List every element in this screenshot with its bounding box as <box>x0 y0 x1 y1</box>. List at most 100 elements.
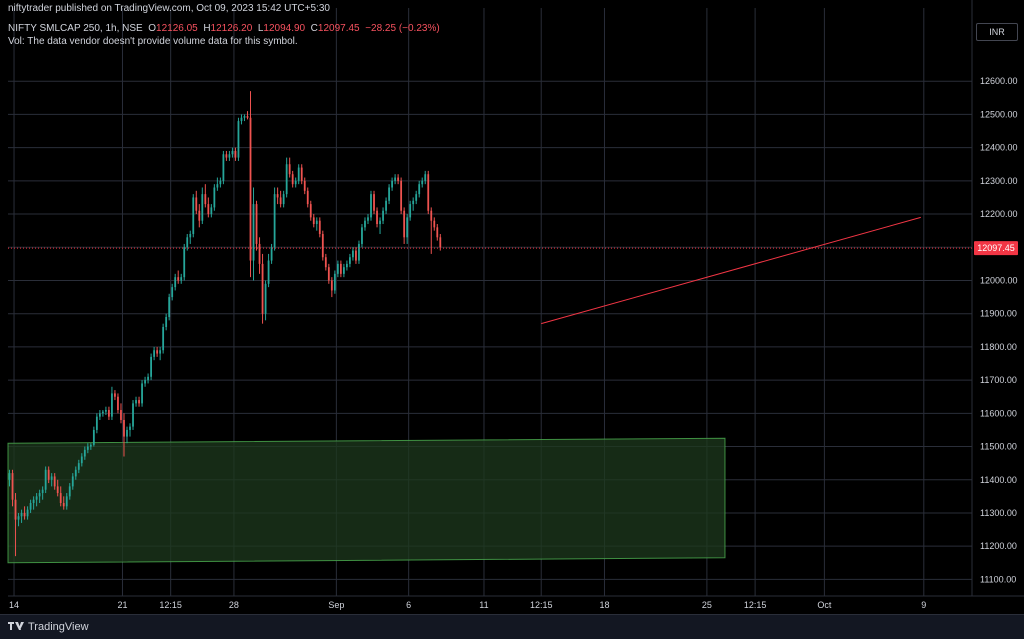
candle-body <box>427 174 430 211</box>
candle-body <box>14 499 17 520</box>
candle-body <box>231 150 234 155</box>
candle-body <box>135 400 137 404</box>
candle-body <box>132 403 134 427</box>
candle-body <box>367 217 369 221</box>
candle-body <box>294 180 297 185</box>
candle-body <box>312 217 315 225</box>
y-tick-label: 11600.00 <box>980 408 1017 418</box>
high-label: H <box>203 23 211 34</box>
close-label: C <box>310 23 318 34</box>
y-tick-label: 11500.00 <box>980 442 1017 452</box>
candle-body <box>80 456 83 464</box>
candle-body <box>26 509 29 517</box>
y-tick-label: 11100.00 <box>980 574 1016 584</box>
candle-body <box>210 207 213 215</box>
tradingview-logo[interactable]: TradingView <box>8 620 89 634</box>
candle-body <box>156 350 159 354</box>
candle-body <box>336 263 339 274</box>
candle-body <box>198 210 201 221</box>
y-tick-label: 12500.00 <box>980 109 1018 119</box>
candle-body <box>77 463 80 470</box>
candle-body <box>126 429 128 437</box>
x-tick-label: 12:15 <box>159 600 182 610</box>
candle-body <box>318 220 321 234</box>
candle-body <box>180 277 183 281</box>
y-tick-label: 12000.00 <box>980 275 1018 285</box>
candle-body <box>252 204 255 261</box>
candle-body <box>433 220 436 228</box>
candle-body <box>246 116 249 118</box>
candle-body <box>38 493 41 497</box>
candle-body <box>324 257 327 268</box>
open-label: O <box>148 23 157 34</box>
candle-body <box>50 476 53 480</box>
open-value: 12126.05 <box>156 23 198 34</box>
candle-body <box>439 237 442 248</box>
y-tick-label: 12200.00 <box>980 209 1018 219</box>
candle-body <box>421 180 424 185</box>
change-value: −28.25 (−0.23%) <box>365 23 440 34</box>
candle-body <box>62 503 65 507</box>
candle-body <box>255 204 258 244</box>
candle-body <box>147 376 149 381</box>
candle-body <box>68 486 71 497</box>
candle-body <box>201 194 204 221</box>
candle-body <box>225 154 228 158</box>
candle-body <box>32 499 35 504</box>
x-tick-label: Sep <box>328 600 344 610</box>
candle-body <box>406 217 409 238</box>
candle-body <box>258 243 261 264</box>
candle-body <box>11 473 14 500</box>
candle-body <box>342 267 345 274</box>
y-tick-label: 12300.00 <box>980 176 1018 186</box>
candle-body <box>234 150 237 158</box>
candle-body <box>297 167 300 181</box>
candle-body <box>364 220 366 228</box>
candle-body <box>288 164 291 175</box>
candle-body <box>138 400 140 404</box>
trendline <box>541 216 921 325</box>
x-tick-label: 9 <box>921 600 926 610</box>
candle-body <box>249 117 252 261</box>
candle-body <box>355 250 357 261</box>
candle-body <box>114 393 116 397</box>
symbol-label: NIFTY SMLCAP 250, 1h, NSE <box>8 23 143 34</box>
candle-body <box>394 177 397 181</box>
candle-body <box>430 210 433 221</box>
candle-body <box>219 180 222 185</box>
candle-body <box>285 164 288 195</box>
last-price-label: 12097.45 <box>977 243 1015 253</box>
y-tick-label: 11800.00 <box>980 342 1017 352</box>
candle-body <box>264 283 267 314</box>
x-tick-label: 11 <box>479 600 488 610</box>
low-value: 12094.90 <box>263 23 306 34</box>
candle-body <box>165 317 168 327</box>
candle-body <box>333 273 336 291</box>
currency-button[interactable]: INR <box>976 23 1018 41</box>
candle-body <box>144 380 146 384</box>
candle-body <box>117 396 119 411</box>
candle-body <box>282 194 285 205</box>
candle-body <box>111 393 113 417</box>
chart-svg[interactable]: 11100.00 11200.00 11300.00 11400.00 11500.00… <box>0 0 1024 614</box>
candle-body <box>330 280 333 291</box>
candle-body <box>92 429 95 445</box>
candle-body <box>309 204 312 218</box>
candle-body <box>183 247 186 278</box>
ohlc-legend[interactable]: NIFTY SMLCAP 250, 1h, NSE O12126.05 H121… <box>8 23 440 34</box>
x-tick-label: 6 <box>406 600 411 610</box>
candle-body <box>171 287 174 298</box>
candle-body <box>403 210 406 238</box>
candle-body <box>349 257 351 264</box>
candle-body <box>436 227 439 238</box>
candle-body <box>123 419 125 437</box>
candle-body <box>168 297 171 318</box>
candle-body <box>89 444 92 447</box>
y-tick-label: 12400.00 <box>980 143 1018 153</box>
candle-body <box>270 247 273 261</box>
last-price-badge <box>974 241 1018 256</box>
tradingview-logo-icon <box>8 620 24 634</box>
candle-body <box>101 411 104 414</box>
candle-body <box>412 200 415 205</box>
